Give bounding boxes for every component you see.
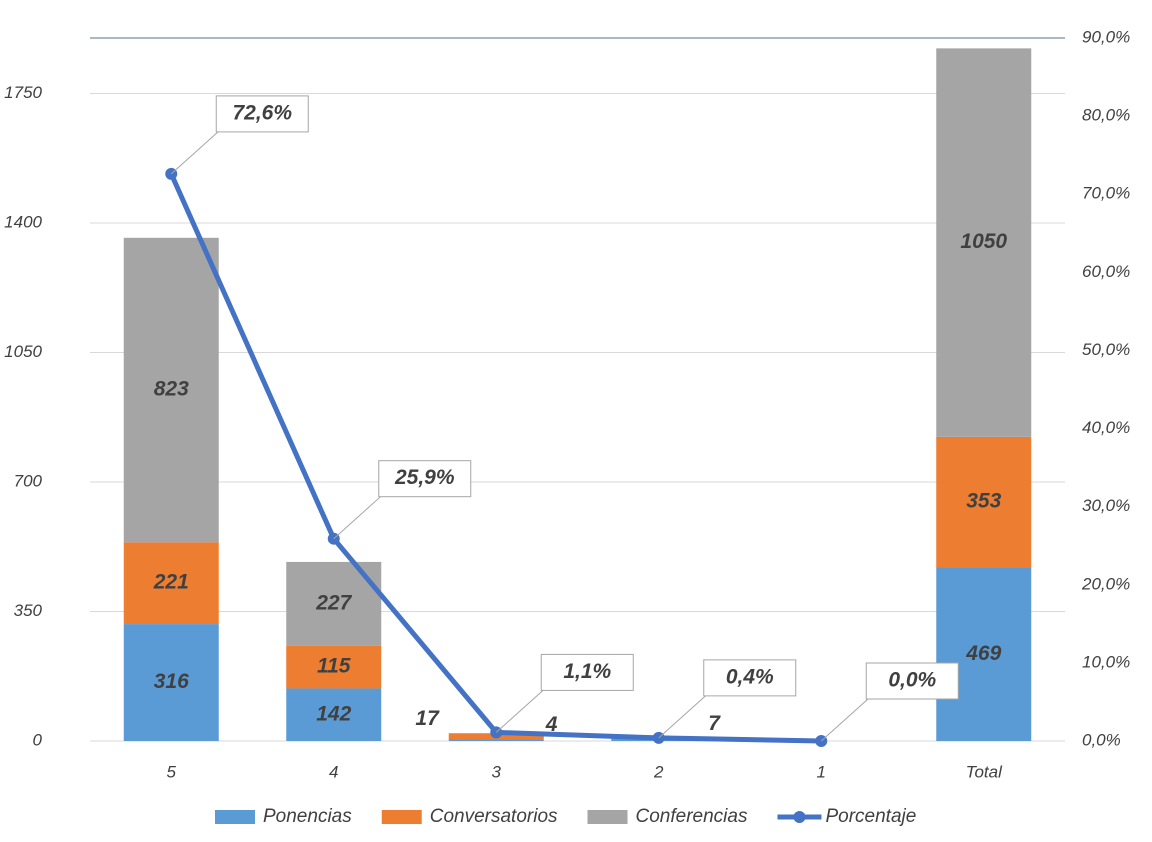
y2-tick-label: 30,0% <box>1082 496 1130 515</box>
label-leader <box>170 129 221 175</box>
legend-swatch <box>381 810 422 824</box>
y-tick-label: 350 <box>14 601 43 620</box>
line-label: 1,1% <box>563 660 611 683</box>
label-box <box>378 460 472 498</box>
bar-segment <box>123 624 219 741</box>
label-leader <box>333 494 384 540</box>
legend-swatch-dot <box>793 811 806 823</box>
bar-segment <box>123 237 219 543</box>
line-label: 25,9% <box>394 466 455 489</box>
label-leader <box>820 696 871 742</box>
data-label: 1050 <box>960 230 1007 253</box>
data-label: 823 <box>154 378 189 401</box>
x-tick-label: Total <box>966 762 1003 781</box>
bar-segment <box>448 739 544 741</box>
y2-tick-label: 0,0% <box>1082 730 1121 749</box>
line-series <box>168 172 822 744</box>
bar-segment <box>936 48 1032 437</box>
bar-segment <box>936 436 1032 568</box>
x-tick-label: 5 <box>167 762 177 781</box>
legend-label: Porcentaje <box>825 806 916 827</box>
bar-segment <box>936 567 1032 741</box>
legend-label: Conferencias <box>636 806 748 827</box>
data-label: 469 <box>965 642 1001 665</box>
bar-segment <box>123 542 219 625</box>
y2-tick-label: 90,0% <box>1082 27 1130 46</box>
data-label: 17 <box>415 707 440 730</box>
line-label: 0,0% <box>888 669 936 692</box>
label-box <box>865 662 959 700</box>
label-box <box>215 95 309 133</box>
legend-swatch <box>215 810 255 824</box>
data-label: 221 <box>153 571 189 594</box>
label-leader <box>658 693 709 739</box>
label-box <box>703 659 797 697</box>
x-tick-label: 4 <box>329 762 338 781</box>
data-label: 316 <box>154 670 189 693</box>
y-tick-label: 1750 <box>4 83 42 102</box>
y2-tick-label: 20,0% <box>1081 574 1130 593</box>
y-tick-label: 0 <box>33 730 43 749</box>
line-label: 0,4% <box>726 665 774 688</box>
bar-segment <box>286 645 382 689</box>
y2-tick-label: 70,0% <box>1082 184 1130 203</box>
y2-tick-label: 10,0% <box>1082 652 1130 671</box>
data-label: 7 <box>708 712 721 735</box>
y2-tick-label: 80,0% <box>1082 106 1130 125</box>
line-label: 72,6% <box>232 101 292 124</box>
data-label: 4 <box>545 713 558 736</box>
label-box <box>540 653 634 691</box>
x-tick-label: 3 <box>492 762 502 781</box>
x-tick-label: 2 <box>653 762 664 781</box>
y2-tick-label: 40,0% <box>1082 418 1130 437</box>
x-tick-label: 1 <box>817 762 826 781</box>
legend-swatch <box>587 810 628 824</box>
data-label: 142 <box>316 702 351 725</box>
y2-tick-label: 60,0% <box>1082 262 1130 281</box>
y-tick-label: 700 <box>14 471 43 490</box>
y2-tick-label: 50,0% <box>1082 340 1130 359</box>
legend-label: Conversatorios <box>430 806 558 827</box>
data-label: 115 <box>317 655 351 678</box>
legend-label: Ponencias <box>263 806 352 827</box>
y-tick-label: 1050 <box>4 342 42 361</box>
data-label: 227 <box>315 591 352 614</box>
label-leader <box>495 688 546 733</box>
y-tick-label: 1400 <box>4 212 42 231</box>
bar-segment <box>286 688 382 741</box>
data-label: 353 <box>966 490 1001 513</box>
